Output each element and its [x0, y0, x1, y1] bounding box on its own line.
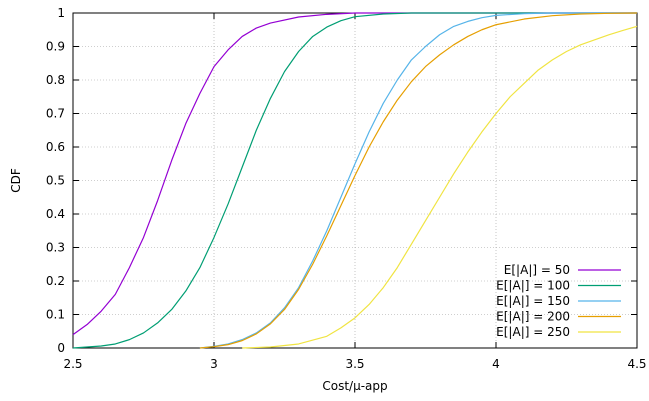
- y-tick-label: 0.9: [46, 40, 65, 54]
- axis-ticks: 2.5 3 3.5 4 4.5 0 0.1 0.2 0.3 0.4 0.5 0.6 0.7 0.8 0.9 1: [46, 6, 647, 371]
- y-tick-label: 0.6: [46, 140, 65, 154]
- legend-entry-label: E[|A|] = 50: [504, 263, 570, 277]
- series-line-2: [72, 12, 637, 349]
- legend-entry-label: E[|A|] = 100: [496, 279, 570, 293]
- x-tick-label: 4: [492, 357, 500, 371]
- y-tick-label: 1: [57, 6, 65, 20]
- y-tick-label: 0.7: [46, 107, 65, 121]
- y-tick-label: 0.5: [46, 174, 65, 188]
- series-line-1: [72, 12, 637, 336]
- legend-entry-label: E[|A|] = 250: [496, 325, 570, 339]
- x-tick-label: 4.5: [627, 357, 646, 371]
- y-tick-label: 0.8: [46, 73, 65, 87]
- legend-entry-label: E[|A|] = 200: [496, 310, 570, 324]
- series-line-4: [199, 12, 638, 349]
- legend-entry-label: E[|A|] = 150: [496, 294, 570, 308]
- x-tick-label: 3.5: [345, 357, 364, 371]
- series-lines: [72, 12, 638, 349]
- y-tick-label: 0.4: [46, 207, 65, 221]
- x-tick-label: 2.5: [63, 357, 82, 371]
- x-axis-label: Cost/μ-app: [322, 379, 387, 393]
- series-line-5: [242, 25, 638, 349]
- y-tick-label: 0.3: [46, 241, 65, 255]
- y-tick-label: 0.1: [46, 308, 65, 322]
- y-axis-label: CDF: [9, 168, 23, 193]
- series-line-3: [199, 12, 637, 349]
- x-tick-label: 3: [210, 357, 218, 371]
- y-tick-label: 0.2: [46, 274, 65, 288]
- y-tick-label: 0: [57, 341, 65, 355]
